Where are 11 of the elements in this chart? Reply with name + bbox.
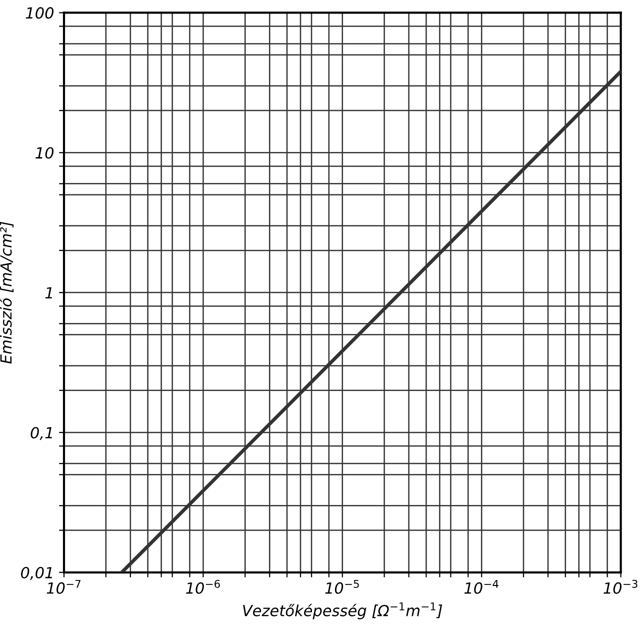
y-tick-label: 10 (36, 147, 54, 159)
y-tick-label: 100 (26, 7, 54, 19)
y-tick-label: 0,1 (30, 426, 52, 440)
x-tick-label: 10$^{−5}$ (325, 580, 359, 594)
y-tick-label: 1 (45, 287, 52, 298)
x-axis-title: Vezetőképesség [Ω$^{−1}$m$^{−1}$] (243, 602, 442, 620)
x-tick-label: 10$^{−3}$ (604, 580, 638, 594)
x-tick-label: 10$^{−6}$ (186, 580, 220, 594)
x-tick-label: 10$^{−4}$ (464, 580, 498, 594)
x-tick-label: 10$^{−7}$ (46, 580, 80, 594)
y-tick-label: 0,01 (21, 566, 52, 580)
